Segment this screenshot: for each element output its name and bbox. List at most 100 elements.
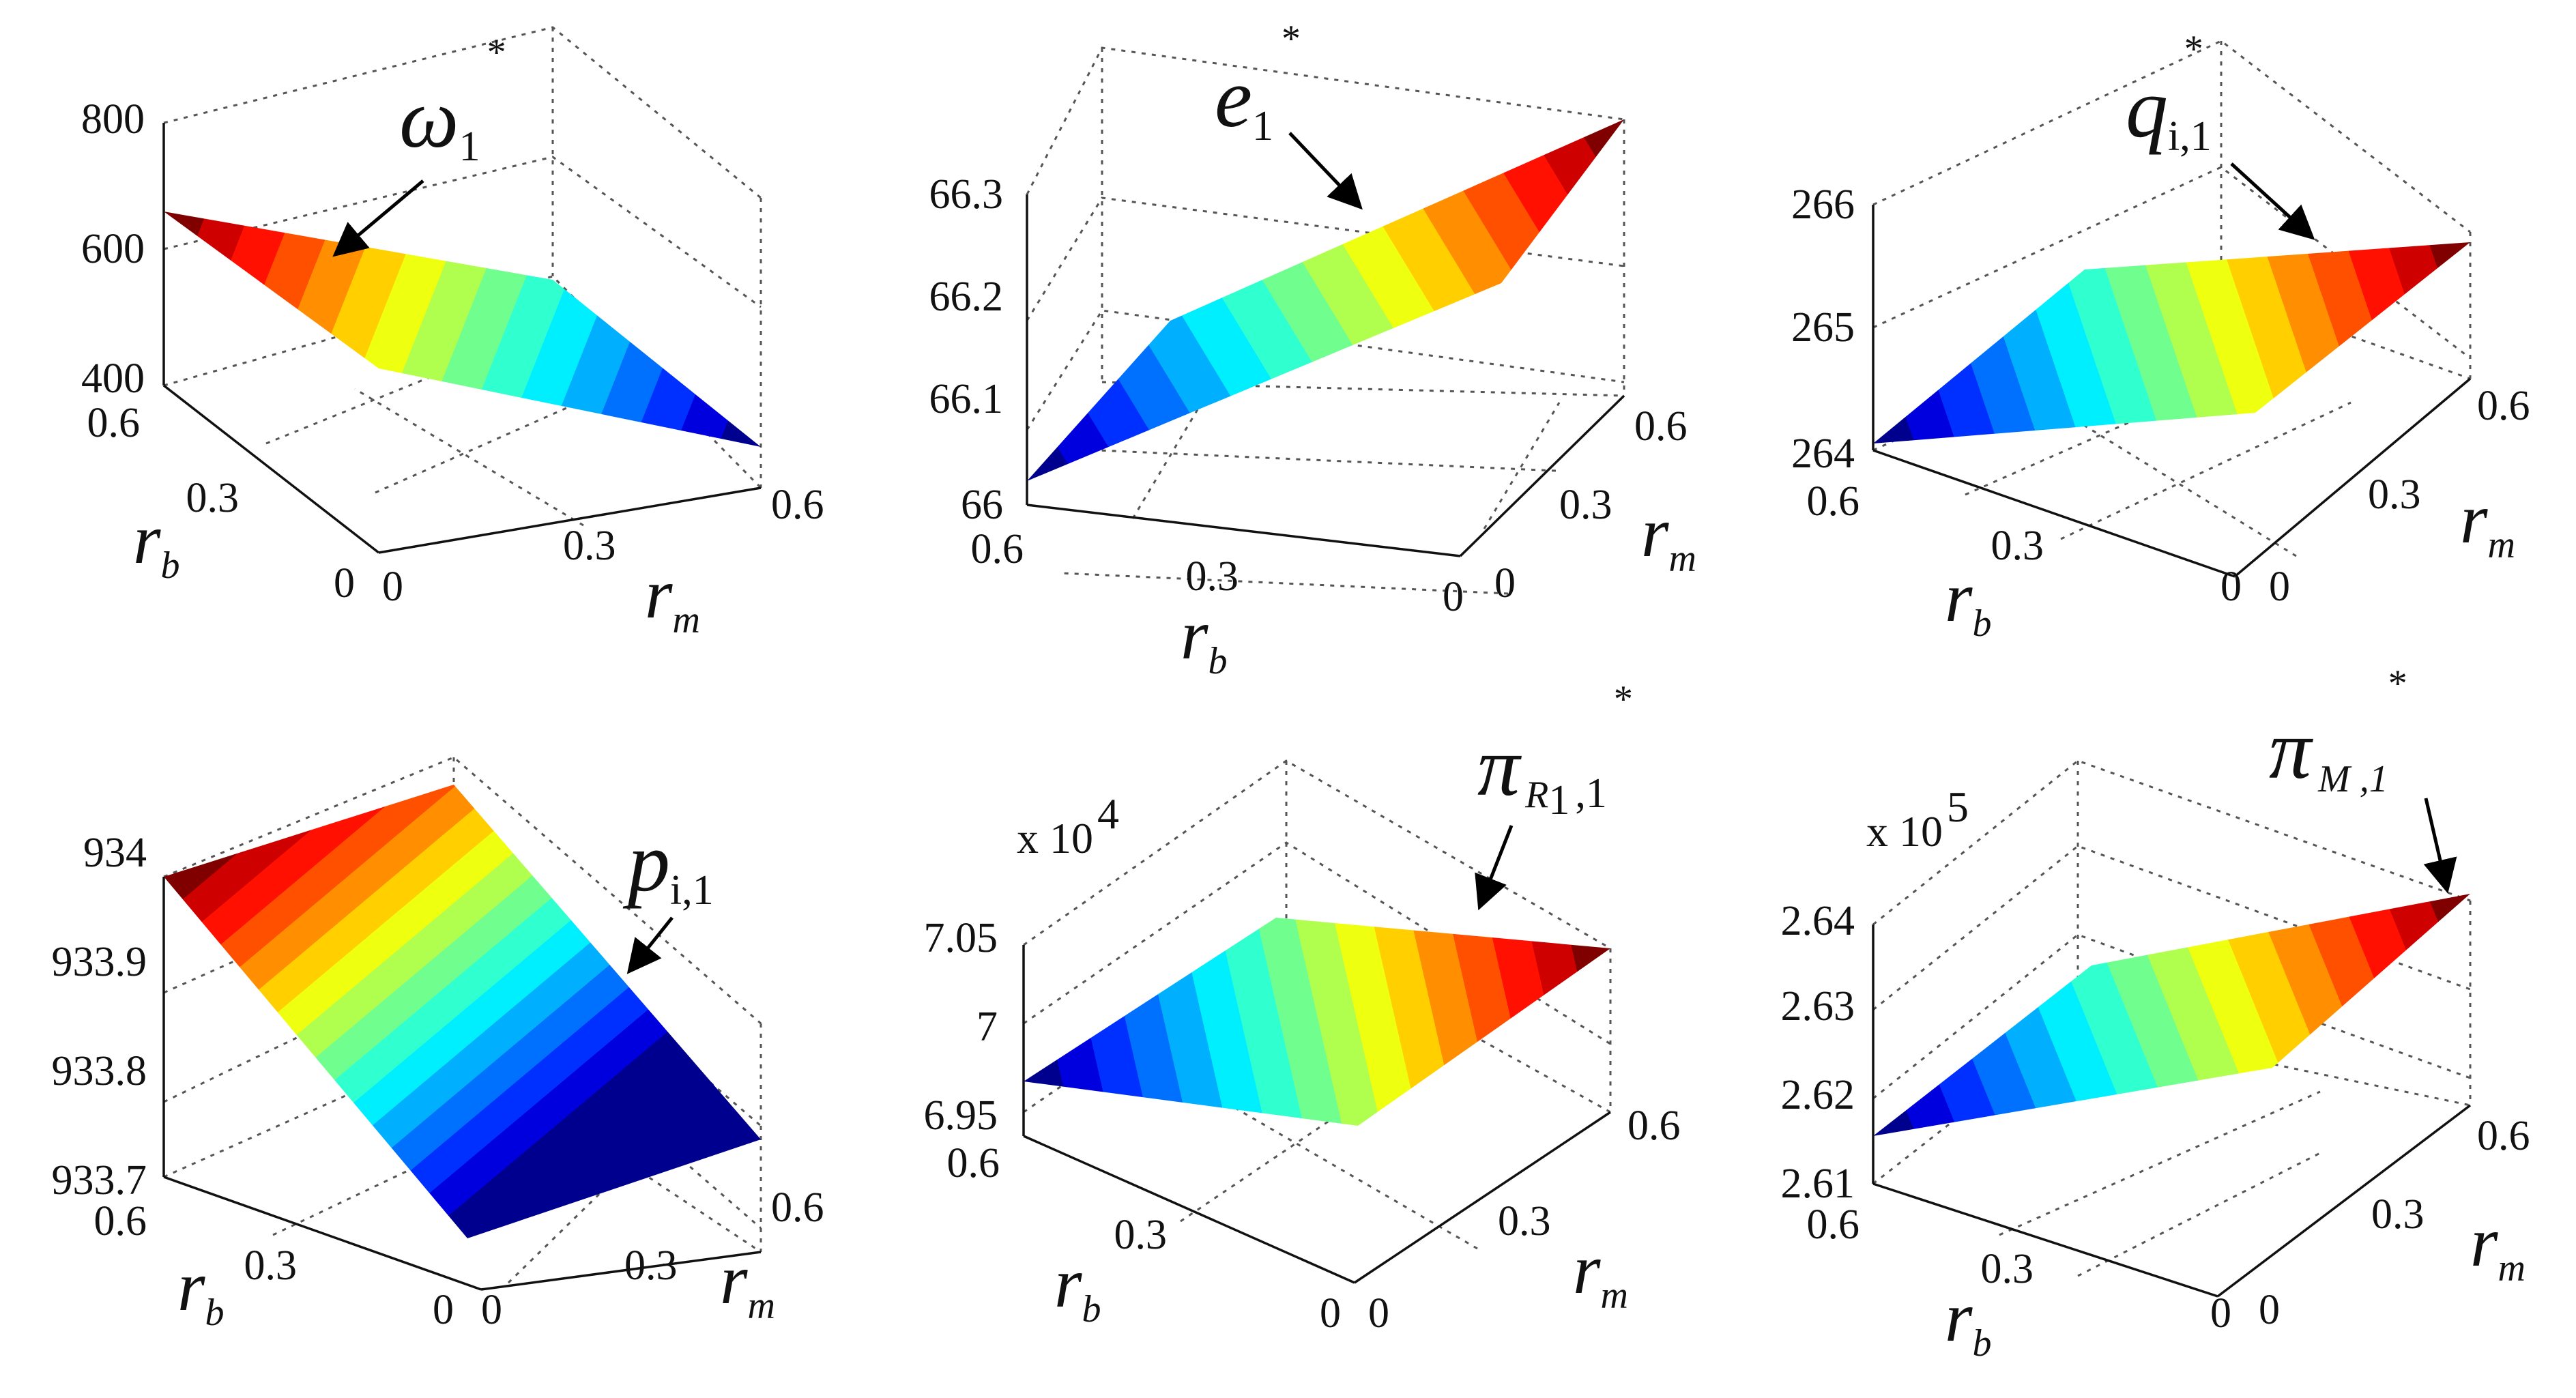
panel-p: 934 933.9 933.8 933.7 0.6 0.3 0 0 0.3 0.… [52,756,824,1334]
panel-piM-ylabel: rm [2470,1203,2526,1290]
panel-p-ztick-9338: 933.8 [52,1048,147,1094]
panel-q-xtick-03: 0.3 [1991,523,2044,569]
panel-e1-xtick-06: 0.6 [971,526,1024,572]
panel-omega-xtick-06: 0.6 [87,400,141,446]
panel-e1-axes [1026,194,1625,557]
panel-omega-ztick-800: 800 [81,96,145,143]
panel-omega-ylabel: rm [645,555,700,641]
panel-piR-xtick-03: 0.3 [1114,1212,1168,1258]
panel-e1: 66.3 66.2 66.1 66 0.6 0.3 0 0 0.3 0.6 rb… [929,18,1696,682]
panel-q-ztick-264: 264 [1791,431,1855,477]
panel-piR: x 104 7.05 7 6.95 0.6 0.3 0 0 0.3 0.6 rb… [924,678,1681,1337]
panel-piM-box [1872,759,2472,1277]
panel-piM-ytick-0: 0 [2259,1287,2280,1333]
piM-surface [1873,894,2470,1136]
panel-e1-ztick-662: 66.2 [929,274,1004,320]
panel-piM-arrow [2423,798,2457,894]
panel-omega-ytick-06: 0.6 [771,482,824,528]
panel-e1-ztick-66: 66 [961,482,1003,528]
panel-omega-axes [162,123,762,554]
panel-piM-surface [1873,894,2470,1136]
panel-piM-ztick-261: 2.61 [1781,1161,1855,1207]
panel-e1-ztick-663: 66.3 [929,171,1004,218]
panel-omega-ztick-400: 400 [81,355,145,402]
panel-p-ytick-06: 0.6 [771,1184,824,1231]
panel-piR-ytick-06: 0.6 [1627,1103,1681,1149]
panel-omega-ytick-03: 0.3 [563,523,616,569]
panel-q-ytick-06: 0.6 [2477,383,2530,429]
panel-q: 266 265 264 0.6 0.3 0 0 0.3 0.6 rb rm qi… [1791,28,2530,645]
panel-piM-xtick-06: 0.6 [1807,1202,1860,1248]
panel-piM-ytick-06: 0.6 [2477,1113,2530,1159]
panel-piR-ytick-03: 0.3 [1498,1198,1551,1244]
panel-piR-surface [1024,918,1610,1126]
panel-piM-xlabel: rb [1945,1278,1991,1365]
panel-q-ylabel: rm [2460,480,2515,566]
panel-q-ztick-265: 265 [1791,304,1855,351]
panel-q-ytick-0: 0 [2269,564,2290,610]
panel-piM-xtick-0: 0 [2210,1290,2231,1337]
panel-e1-title: e1* [1215,18,1301,149]
panel-piM-multiplier: x 105 [1866,783,1969,856]
panel-piR-ylabel: rm [1573,1230,1628,1317]
panel-p-ztick-934: 934 [83,830,147,876]
panel-e1-arrow [1288,132,1363,210]
p-surface [164,785,761,1238]
panel-q-arrow [2230,162,2315,240]
panel-piR-multiplier: x 104 [1017,789,1119,862]
panel-p-axes [162,877,762,1291]
panel-piM: x 105 2.64 2.63 2.62 2.61 0.6 0.3 0 0 0.… [1781,662,2530,1365]
panel-q-ytick-03: 0.3 [2368,471,2421,518]
panel-p-xtick-06: 0.6 [94,1198,147,1244]
panel-p-ytick-0: 0 [481,1287,502,1333]
panel-p-ztick-9339: 933.9 [52,939,147,985]
panel-p-title: pi,1 [622,815,714,914]
panel-piR-arrow [1475,825,1514,911]
panel-p-ylabel: rm [720,1240,775,1327]
panel-piR-ztick-7: 7 [976,1004,998,1050]
omega-surface [164,212,761,447]
panel-omega-ztick-600: 600 [81,226,145,272]
panel-q-xlabel: rb [1945,558,1991,645]
panel-p-ztick-9337: 933.7 [52,1157,147,1204]
panel-e1-surface [1027,119,1624,481]
e1-surface [1027,119,1624,481]
panel-p-ytick-03: 0.3 [624,1242,678,1289]
q-surface [1873,242,2470,443]
panel-p-xtick-0: 0 [433,1287,454,1333]
panel-omega-arrow [332,179,424,257]
panel-piM-ztick-262: 2.62 [1781,1072,1855,1118]
panel-p-xlabel: rb [177,1247,224,1334]
panel-omega-xlabel: rb [133,500,179,587]
panel-e1-ytick-0: 0 [1494,560,1516,607]
panel-piM-ytick-03: 0.3 [2371,1191,2425,1238]
panel-piR-xtick-0: 0 [1320,1290,1341,1337]
panel-q-surface [1873,242,2470,443]
panel-piR-axes [1022,945,1611,1284]
panel-p-arrow [626,916,674,974]
panel-piR-xlabel: rb [1054,1244,1101,1330]
panel-q-xtick-06: 0.6 [1807,478,1860,525]
panel-piR-title: π R1,1* [1477,678,1633,824]
panel-e1-xlabel: rb [1181,596,1227,682]
panel-e1-ytick-06: 0.6 [1634,403,1688,450]
panel-e1-ztick-661: 66.1 [929,376,1004,422]
panel-piM-ztick-264: 2.64 [1781,898,1855,944]
panel-q-title: qi,1* [2126,28,2212,160]
panel-omega-xtick-0: 0 [334,560,355,607]
panel-p-surface [164,785,761,1238]
panel-q-xtick-0: 0 [2220,564,2242,610]
piR-surface [1024,918,1610,1126]
panel-e1-xtick-0: 0 [1443,574,1464,620]
panel-q-axes [1872,205,2472,578]
panel-omega-xtick-03: 0.3 [186,475,240,521]
panel-piR-ytick-0: 0 [1368,1290,1389,1337]
panel-piM-ztick-263: 2.63 [1781,983,1855,1030]
panel-e1-xtick-03: 0.3 [1186,553,1239,600]
panel-omega-ytick-0: 0 [382,564,403,610]
panel-piR-ztick-695: 6.95 [924,1092,998,1139]
panel-q-ztick-266: 266 [1791,181,1855,228]
panel-piR-ztick-705: 7.05 [924,915,998,961]
